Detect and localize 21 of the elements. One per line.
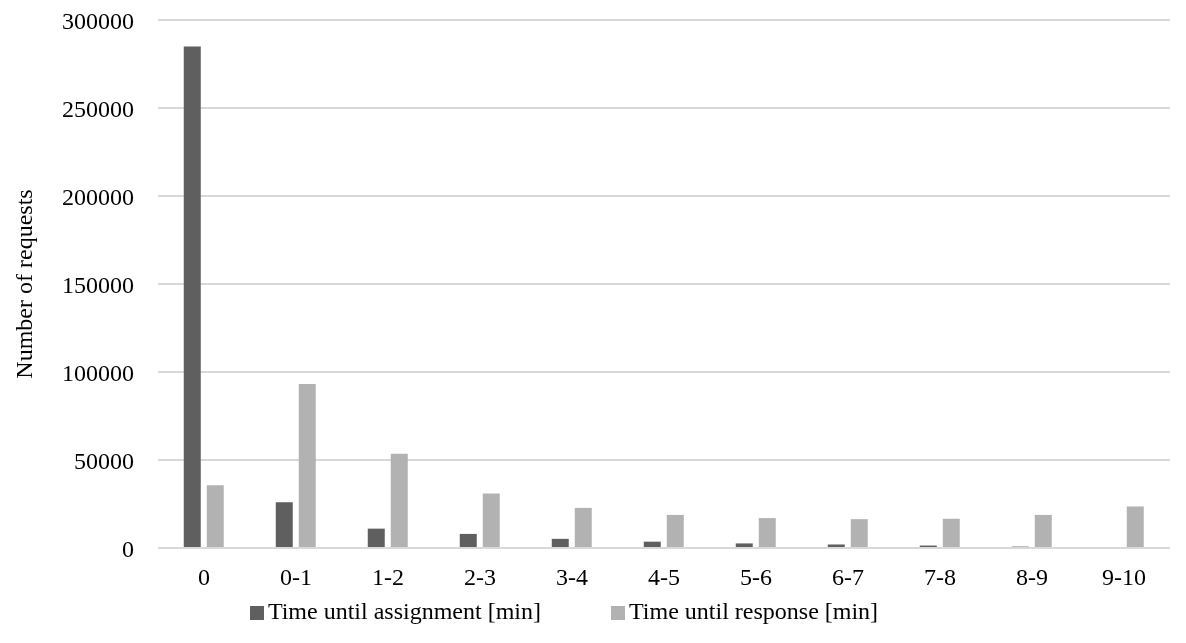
y-tick-label: 50000 (74, 447, 134, 474)
legend-label: Time until response [min] (629, 598, 879, 624)
x-tick-label: 2-3 (464, 564, 496, 591)
x-tick-label: 0 (198, 564, 210, 591)
y-tick-label: 150000 (62, 271, 134, 298)
y-tick-label: 0 (122, 535, 134, 562)
x-tick-label: 6-7 (832, 564, 864, 591)
y-tick-label: 250000 (62, 95, 134, 122)
x-tick-label: 7-8 (924, 564, 956, 591)
y-tick-label: 300000 (62, 7, 134, 34)
legend-label: Time until assignment [min] (267, 598, 541, 624)
x-tick-label: 1-2 (372, 564, 404, 591)
y-tick-label: 100000 (62, 359, 134, 386)
x-tick-label: 0-1 (280, 564, 312, 591)
y-tick-label: 200000 (62, 183, 134, 210)
x-tick-label: 3-4 (556, 564, 588, 591)
x-tick-label: 8-9 (1016, 564, 1048, 591)
x-tick-label: 5-6 (740, 564, 772, 591)
y-axis-title: Number of requests (10, 189, 37, 379)
x-tick-label: 9-10 (1102, 564, 1146, 591)
x-tick-label: 4-5 (648, 564, 680, 591)
